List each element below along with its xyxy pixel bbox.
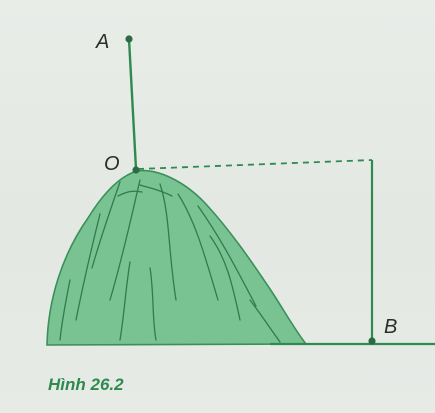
point-A-label: A: [95, 31, 109, 53]
point-B-label: B: [384, 316, 397, 338]
point-B-dot: [368, 337, 376, 345]
figure-caption: Hình 26.2: [48, 375, 124, 394]
point-O-label: O: [104, 153, 120, 175]
hill-shape: [46, 169, 308, 346]
segment-AO: [127, 38, 138, 170]
hill-texture: [59, 179, 281, 343]
dashed-line-O: [137, 159, 373, 170]
point-O-dot: [132, 166, 140, 174]
point-A-dot: [125, 35, 133, 43]
